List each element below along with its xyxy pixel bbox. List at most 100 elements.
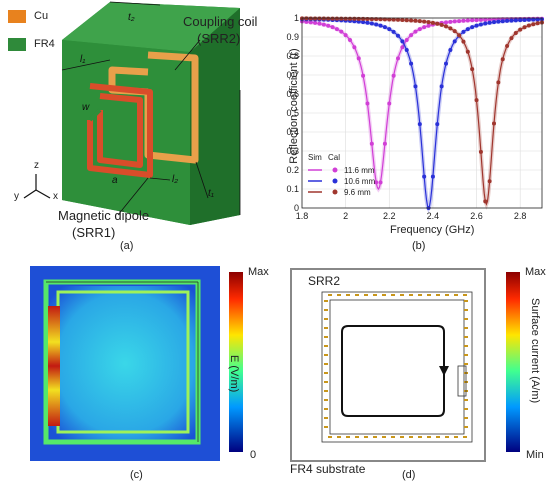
series-point	[426, 20, 431, 25]
series-point	[365, 16, 370, 21]
srr2-sublabel: (SRR2)	[197, 31, 241, 46]
current-arrow	[391, 294, 395, 296]
series-point	[330, 16, 335, 21]
current-arrow	[464, 399, 468, 401]
series-point	[356, 19, 361, 24]
panel-c: Max 0 E (V/m) (c)	[0, 262, 275, 485]
c-colorbar-label: E (V/m)	[228, 355, 240, 393]
fr4-label: FR4	[34, 38, 55, 50]
series-point	[391, 73, 396, 78]
current-arrow	[373, 436, 377, 438]
current-arrow	[445, 436, 449, 438]
series-point	[409, 61, 414, 66]
current-arrow	[382, 294, 386, 296]
current-arrow	[373, 294, 377, 296]
series-point	[478, 149, 483, 154]
series-point	[518, 27, 523, 32]
current-arrow	[464, 363, 468, 365]
y-tick-label: 0.6	[286, 89, 299, 99]
series-point	[374, 22, 379, 27]
series-point	[492, 121, 496, 126]
current-arrow	[427, 436, 431, 438]
series-point	[387, 27, 392, 32]
series-point	[535, 21, 540, 26]
series-point	[330, 25, 335, 30]
current-arrow	[324, 408, 328, 410]
series-point	[348, 16, 352, 21]
series-point	[483, 21, 488, 26]
series-point	[430, 20, 435, 25]
y-tick-label: 0.7	[286, 70, 299, 80]
series-point	[356, 56, 361, 61]
dipole-pointer	[117, 177, 149, 216]
y-tick-label: 0.9	[286, 32, 299, 42]
current-arrow	[409, 294, 413, 296]
circulation-arrow	[341, 325, 445, 417]
legend-cal-marker	[332, 189, 338, 195]
series-point	[513, 18, 518, 23]
series-point	[413, 84, 418, 89]
series-point	[313, 20, 318, 25]
caption-c: (c)	[130, 469, 143, 481]
current-arrow	[324, 300, 328, 302]
series-point	[317, 16, 322, 21]
current-arrow	[463, 436, 467, 438]
series-point	[461, 39, 466, 44]
series-point	[448, 19, 453, 24]
series-point	[526, 17, 531, 22]
series-point	[465, 27, 470, 32]
current-arrow	[464, 354, 468, 356]
series-point	[321, 16, 326, 21]
substrate-outline	[290, 268, 486, 462]
series-point	[391, 17, 396, 22]
series-point	[352, 16, 357, 21]
y-tick-label: 0.3	[286, 146, 299, 156]
current-arrow	[464, 417, 468, 419]
series-point	[444, 24, 448, 29]
y-tick-label: 0.5	[286, 108, 299, 118]
series-point	[487, 20, 492, 25]
series-point	[317, 21, 322, 26]
series-point	[483, 199, 488, 204]
series-point	[369, 141, 374, 146]
current-arrow	[436, 436, 440, 438]
current-arrow	[464, 336, 468, 338]
current-arrow	[324, 336, 328, 338]
dim-t2: t₂	[128, 12, 135, 23]
srr2-label: SRR2	[308, 274, 341, 288]
y-tick-label: 0.1	[286, 184, 299, 194]
current-arrow	[454, 436, 458, 438]
series-point	[343, 16, 348, 21]
series-point	[422, 25, 427, 30]
board-right-face	[190, 8, 240, 225]
current-arrow	[464, 345, 468, 347]
series-point	[334, 16, 339, 21]
axis-y-label: y	[14, 191, 19, 202]
series-point	[400, 39, 405, 44]
reflection-chart: 1.8 2 2.2 2.4 2.6 2.8 0 0.1 0.2 0.3 0.4 0.5 0.6 0.7 0.…	[286, 13, 544, 221]
series-point	[378, 23, 383, 28]
dim-l2: l₂	[172, 174, 178, 185]
series-point	[387, 101, 392, 106]
gap-hotspot	[48, 306, 60, 426]
current-arrow	[464, 318, 468, 320]
series-point	[321, 22, 326, 27]
dimension-lines	[61, 1, 241, 215]
current-arrow	[364, 294, 368, 296]
current-arrow	[445, 294, 449, 296]
current-arrow	[418, 436, 422, 438]
series-point	[522, 17, 527, 22]
d-colorbar-label: Surface current (A/m)	[529, 298, 541, 404]
series-point	[413, 29, 418, 34]
series-point	[500, 57, 505, 62]
series-point	[417, 19, 422, 24]
series-point	[404, 47, 409, 52]
panel-d: Max Min Surface current (A/m) SRR2 FR4 s…	[280, 262, 550, 485]
x-tick-label: 1.8	[296, 211, 309, 221]
board-3d-drawing: t₂ l₁ w a l₂ t₁	[23, 1, 241, 225]
current-arrow	[418, 294, 422, 296]
series-point	[452, 29, 457, 34]
series-point	[417, 122, 422, 127]
series-point	[444, 61, 448, 66]
d-max-label: Max	[525, 266, 546, 278]
